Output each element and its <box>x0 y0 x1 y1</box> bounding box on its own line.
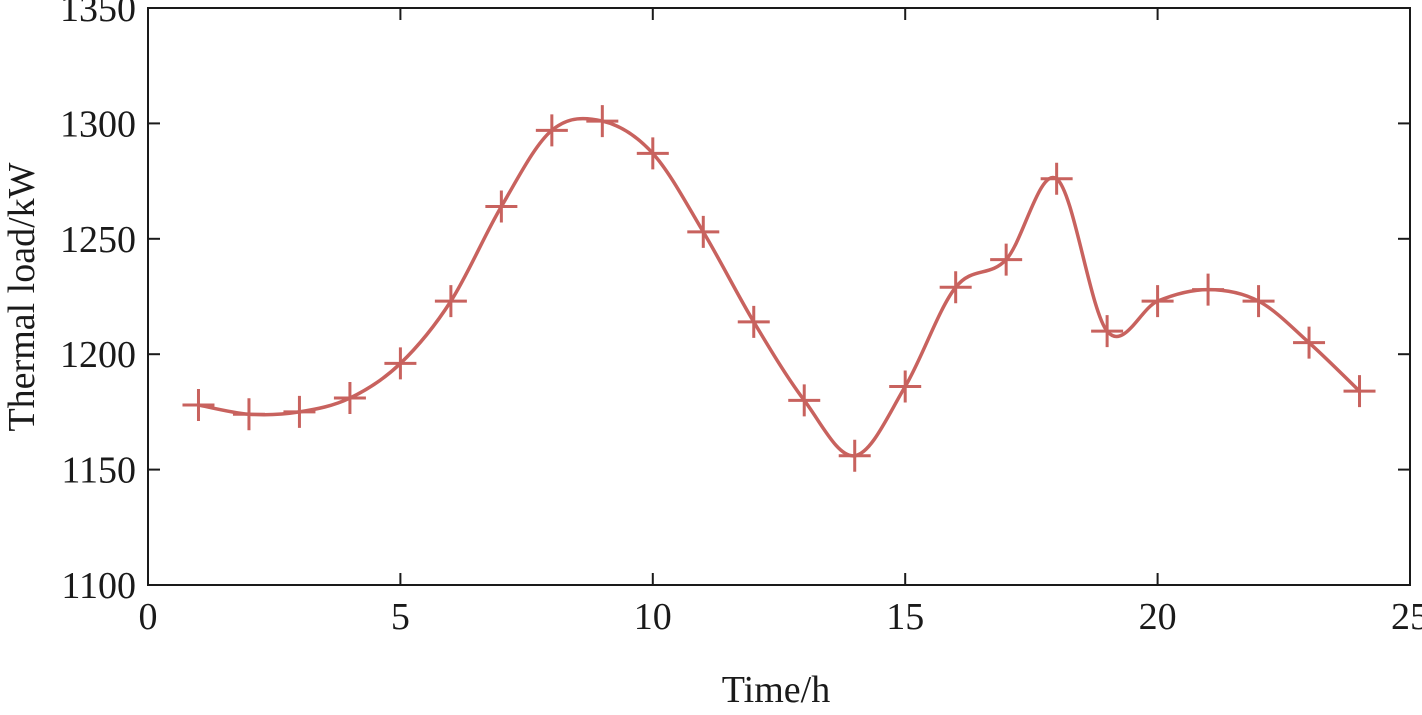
plot-frame <box>147 7 1411 586</box>
data-point-marker <box>333 382 366 415</box>
data-point-marker <box>434 285 467 318</box>
data-point-marker <box>535 114 568 147</box>
data-point-marker <box>636 137 669 170</box>
data-point-marker <box>788 384 821 417</box>
x-tick-label: 20 <box>1139 596 1177 638</box>
x-tick-label: 25 <box>1391 596 1422 638</box>
x-axis-title: Time/h <box>722 669 830 710</box>
data-point-marker <box>1091 315 1124 348</box>
data-point-marker <box>1343 375 1376 408</box>
data-point-marker <box>889 370 922 403</box>
data-point-marker <box>1242 285 1275 318</box>
x-tick-label: 5 <box>391 596 410 638</box>
data-point-marker <box>737 305 770 338</box>
y-tick-label: 1100 <box>61 565 136 607</box>
axes: 0 5 10 15 20 25 1100 1150 1200 1250 1300 1350 <box>60 0 1422 638</box>
data-point-marker <box>485 190 518 223</box>
data-point-marker <box>182 388 215 421</box>
series-layer <box>182 105 1376 472</box>
x-tick-label: 10 <box>634 596 672 638</box>
data-point-marker <box>939 271 972 304</box>
data-point-marker <box>990 243 1023 276</box>
y-tick-label: 1150 <box>61 450 136 492</box>
data-point-marker <box>283 395 316 428</box>
y-tick-label: 1300 <box>60 103 136 145</box>
data-point-marker <box>384 347 417 380</box>
data-point-marker <box>586 105 619 138</box>
data-point-marker <box>687 215 720 248</box>
series-line <box>198 116 1361 458</box>
y-axis-title: Thermal load/kW <box>1 162 43 431</box>
data-point-marker <box>1192 273 1225 306</box>
y-tick-label: 1200 <box>60 334 136 376</box>
data-point-marker <box>1040 162 1073 195</box>
data-point-marker <box>1293 326 1326 359</box>
x-tick-label: 0 <box>139 596 158 638</box>
y-tick-label: 1250 <box>60 219 136 261</box>
data-point-marker <box>1141 285 1174 318</box>
data-point-marker <box>232 398 265 431</box>
data-point-marker <box>838 439 871 472</box>
x-tick-label: 15 <box>886 596 924 638</box>
y-tick-label: 1350 <box>60 0 136 30</box>
